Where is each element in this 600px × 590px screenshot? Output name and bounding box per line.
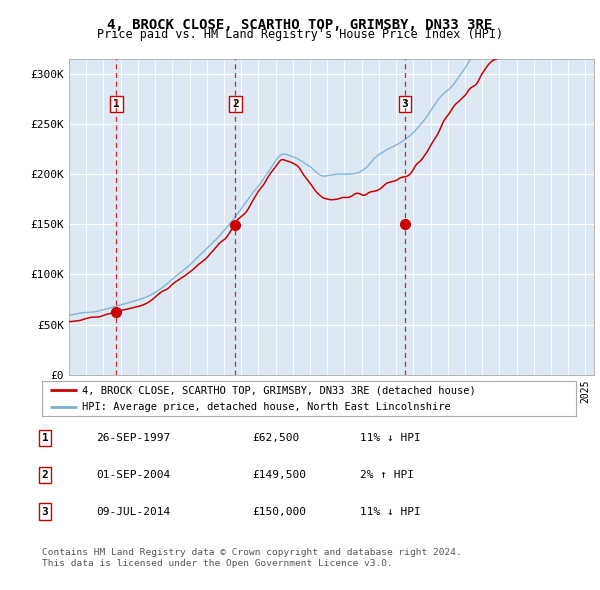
- Text: 11% ↓ HPI: 11% ↓ HPI: [360, 507, 421, 516]
- Text: 1: 1: [41, 433, 49, 442]
- Text: 1: 1: [113, 99, 119, 109]
- Text: 2: 2: [41, 470, 49, 480]
- Text: £149,500: £149,500: [252, 470, 306, 480]
- Text: 09-JUL-2014: 09-JUL-2014: [96, 507, 170, 516]
- Text: £150,000: £150,000: [252, 507, 306, 516]
- Text: Contains HM Land Registry data © Crown copyright and database right 2024.
This d: Contains HM Land Registry data © Crown c…: [42, 548, 462, 568]
- Text: 2: 2: [232, 99, 239, 109]
- Text: Price paid vs. HM Land Registry's House Price Index (HPI): Price paid vs. HM Land Registry's House …: [97, 28, 503, 41]
- Text: 3: 3: [41, 507, 49, 516]
- Text: 26-SEP-1997: 26-SEP-1997: [96, 433, 170, 442]
- Text: 3: 3: [401, 99, 409, 109]
- Text: 4, BROCK CLOSE, SCARTHO TOP, GRIMSBY, DN33 3RE: 4, BROCK CLOSE, SCARTHO TOP, GRIMSBY, DN…: [107, 18, 493, 32]
- Text: 2% ↑ HPI: 2% ↑ HPI: [360, 470, 414, 480]
- Text: 4, BROCK CLOSE, SCARTHO TOP, GRIMSBY, DN33 3RE (detached house): 4, BROCK CLOSE, SCARTHO TOP, GRIMSBY, DN…: [82, 385, 476, 395]
- Text: HPI: Average price, detached house, North East Lincolnshire: HPI: Average price, detached house, Nort…: [82, 402, 451, 412]
- Text: £62,500: £62,500: [252, 433, 299, 442]
- Text: 11% ↓ HPI: 11% ↓ HPI: [360, 433, 421, 442]
- Text: 01-SEP-2004: 01-SEP-2004: [96, 470, 170, 480]
